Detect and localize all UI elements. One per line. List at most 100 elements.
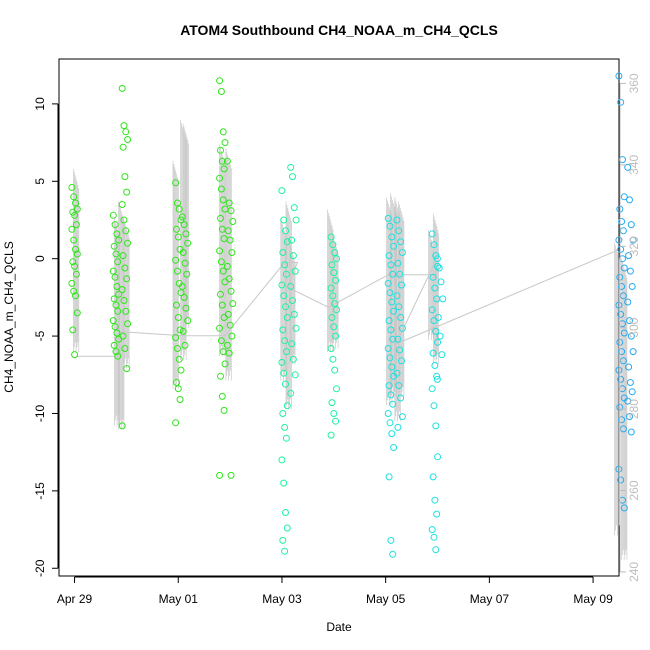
data-point	[280, 292, 288, 300]
data-point	[173, 301, 180, 309]
data-point	[183, 270, 191, 278]
data-point	[626, 196, 633, 204]
data-point	[397, 394, 405, 402]
data-point	[433, 255, 441, 263]
data-point	[282, 380, 289, 388]
data-point	[279, 410, 287, 417]
data-point	[333, 255, 340, 263]
data-point	[398, 281, 405, 289]
data-point	[219, 267, 227, 275]
data-point	[184, 317, 192, 325]
data-point	[278, 187, 286, 195]
data-point	[287, 389, 295, 397]
data-point	[389, 550, 397, 558]
data-point	[282, 509, 289, 516]
data-point	[628, 283, 636, 290]
data-point	[327, 233, 335, 241]
data-point	[119, 332, 127, 340]
data-point	[332, 332, 340, 340]
data-point	[69, 258, 77, 266]
data-point	[434, 338, 442, 346]
data-point	[432, 546, 440, 554]
data-point	[393, 369, 401, 377]
data-point	[388, 233, 396, 241]
data-point	[333, 385, 340, 393]
x-axis-label: Date	[326, 620, 352, 634]
y-tick-label: -20	[33, 559, 47, 577]
data-point	[398, 413, 406, 421]
data-point	[437, 278, 445, 286]
data-point	[280, 216, 288, 224]
data-point	[225, 349, 233, 357]
data-point	[225, 275, 233, 283]
data-point	[626, 413, 633, 421]
data-point	[217, 185, 225, 193]
data-point	[223, 262, 231, 270]
data-point	[179, 249, 187, 256]
data-point	[282, 270, 290, 278]
data-point	[330, 323, 338, 331]
data-point	[329, 241, 337, 249]
data-point	[434, 262, 442, 270]
data-point	[385, 382, 393, 390]
data-point	[327, 345, 335, 352]
data-point	[223, 341, 231, 349]
data-point	[430, 402, 438, 410]
data-point	[278, 281, 286, 289]
data-point	[330, 410, 338, 417]
data-point	[429, 349, 437, 357]
data-point	[217, 258, 225, 266]
data-point	[182, 304, 190, 312]
data-point	[282, 434, 290, 442]
data-point	[395, 382, 403, 390]
data-point	[384, 279, 392, 287]
y-tick-label: -5	[33, 330, 47, 341]
data-point	[615, 236, 623, 244]
data-point	[112, 348, 120, 356]
data-point	[288, 236, 296, 244]
data-point	[73, 309, 81, 317]
data-point	[68, 279, 76, 287]
data-point	[328, 261, 336, 269]
data-point	[615, 72, 623, 80]
data-point	[290, 204, 298, 212]
transit-path-layer	[76, 249, 618, 357]
data-point	[397, 314, 405, 321]
data-point	[436, 332, 444, 340]
data-point	[70, 193, 78, 201]
data-point	[626, 379, 634, 386]
data-point	[217, 146, 224, 154]
data-point	[289, 297, 296, 304]
data-point	[227, 207, 235, 215]
data-point	[174, 233, 182, 241]
data-point	[173, 199, 181, 207]
x-tick-label: May 01	[159, 592, 199, 606]
data-point	[431, 496, 439, 504]
point-layer	[68, 72, 637, 558]
data-point	[283, 314, 291, 321]
data-point	[220, 406, 228, 414]
data-point	[289, 252, 297, 260]
data-point	[433, 375, 441, 383]
y2-tick-label: 340	[627, 154, 641, 174]
data-point	[68, 184, 76, 191]
y2-tick-label: 280	[627, 399, 641, 419]
data-point	[224, 227, 232, 235]
x-tick-label: May 07	[470, 592, 510, 606]
data-point	[281, 547, 289, 555]
x-tick-label: May 03	[262, 592, 302, 606]
x-tick-label: Apr 29	[57, 592, 93, 606]
data-point	[219, 196, 227, 204]
data-point	[434, 314, 442, 321]
data-point	[627, 428, 635, 436]
data-point	[434, 453, 442, 461]
data-point	[389, 400, 397, 408]
data-point	[229, 218, 237, 225]
data-point	[617, 310, 625, 318]
data-point	[288, 340, 296, 348]
data-point	[70, 287, 78, 295]
data-point	[291, 267, 299, 275]
data-point	[217, 372, 224, 380]
y2-tick-label: 360	[627, 73, 641, 93]
data-point	[120, 122, 128, 130]
